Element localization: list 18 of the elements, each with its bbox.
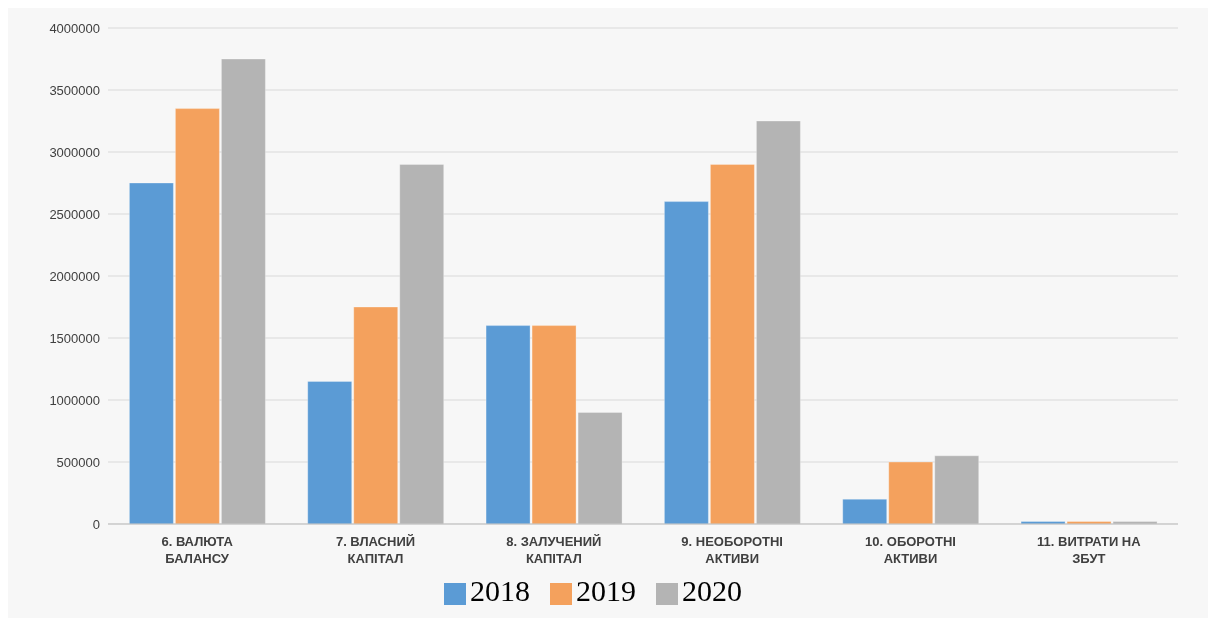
y-tick-label: 0 bbox=[92, 516, 100, 532]
legend-label: 2018 bbox=[470, 574, 530, 607]
y-tick-label: 3500000 bbox=[49, 82, 100, 98]
legend-label: 2020 bbox=[682, 574, 742, 607]
y-tick-label: 2000000 bbox=[49, 268, 100, 284]
y-tick-label: 4000000 bbox=[49, 20, 100, 36]
x-tick-label: 8. ЗАЛУЧЕНИЙ КАПІТАЛ bbox=[506, 534, 602, 566]
y-tick-label: 500000 bbox=[56, 454, 100, 470]
x-tick-label: 11. ВИТРАТИ НА ЗБУТ bbox=[1037, 534, 1142, 566]
y-tick-label: 2500000 bbox=[49, 206, 100, 222]
x-tick-label: 10. ОБОРОТНІ АКТИВИ bbox=[865, 534, 956, 566]
legend-label: 2019 bbox=[576, 574, 636, 607]
x-tick-label: 6. ВАЛЮТА БАЛАНСУ bbox=[161, 534, 234, 566]
x-tick-label: 9. НЕОБОРОТНІ АКТИВИ bbox=[681, 534, 783, 566]
y-tick-label: 1000000 bbox=[49, 392, 100, 408]
y-tick-label: 3000000 bbox=[49, 144, 100, 160]
x-tick-label: 7. ВЛАСНИЙ КАПІТАЛ bbox=[335, 534, 416, 566]
y-tick-label: 1500000 bbox=[49, 330, 100, 346]
